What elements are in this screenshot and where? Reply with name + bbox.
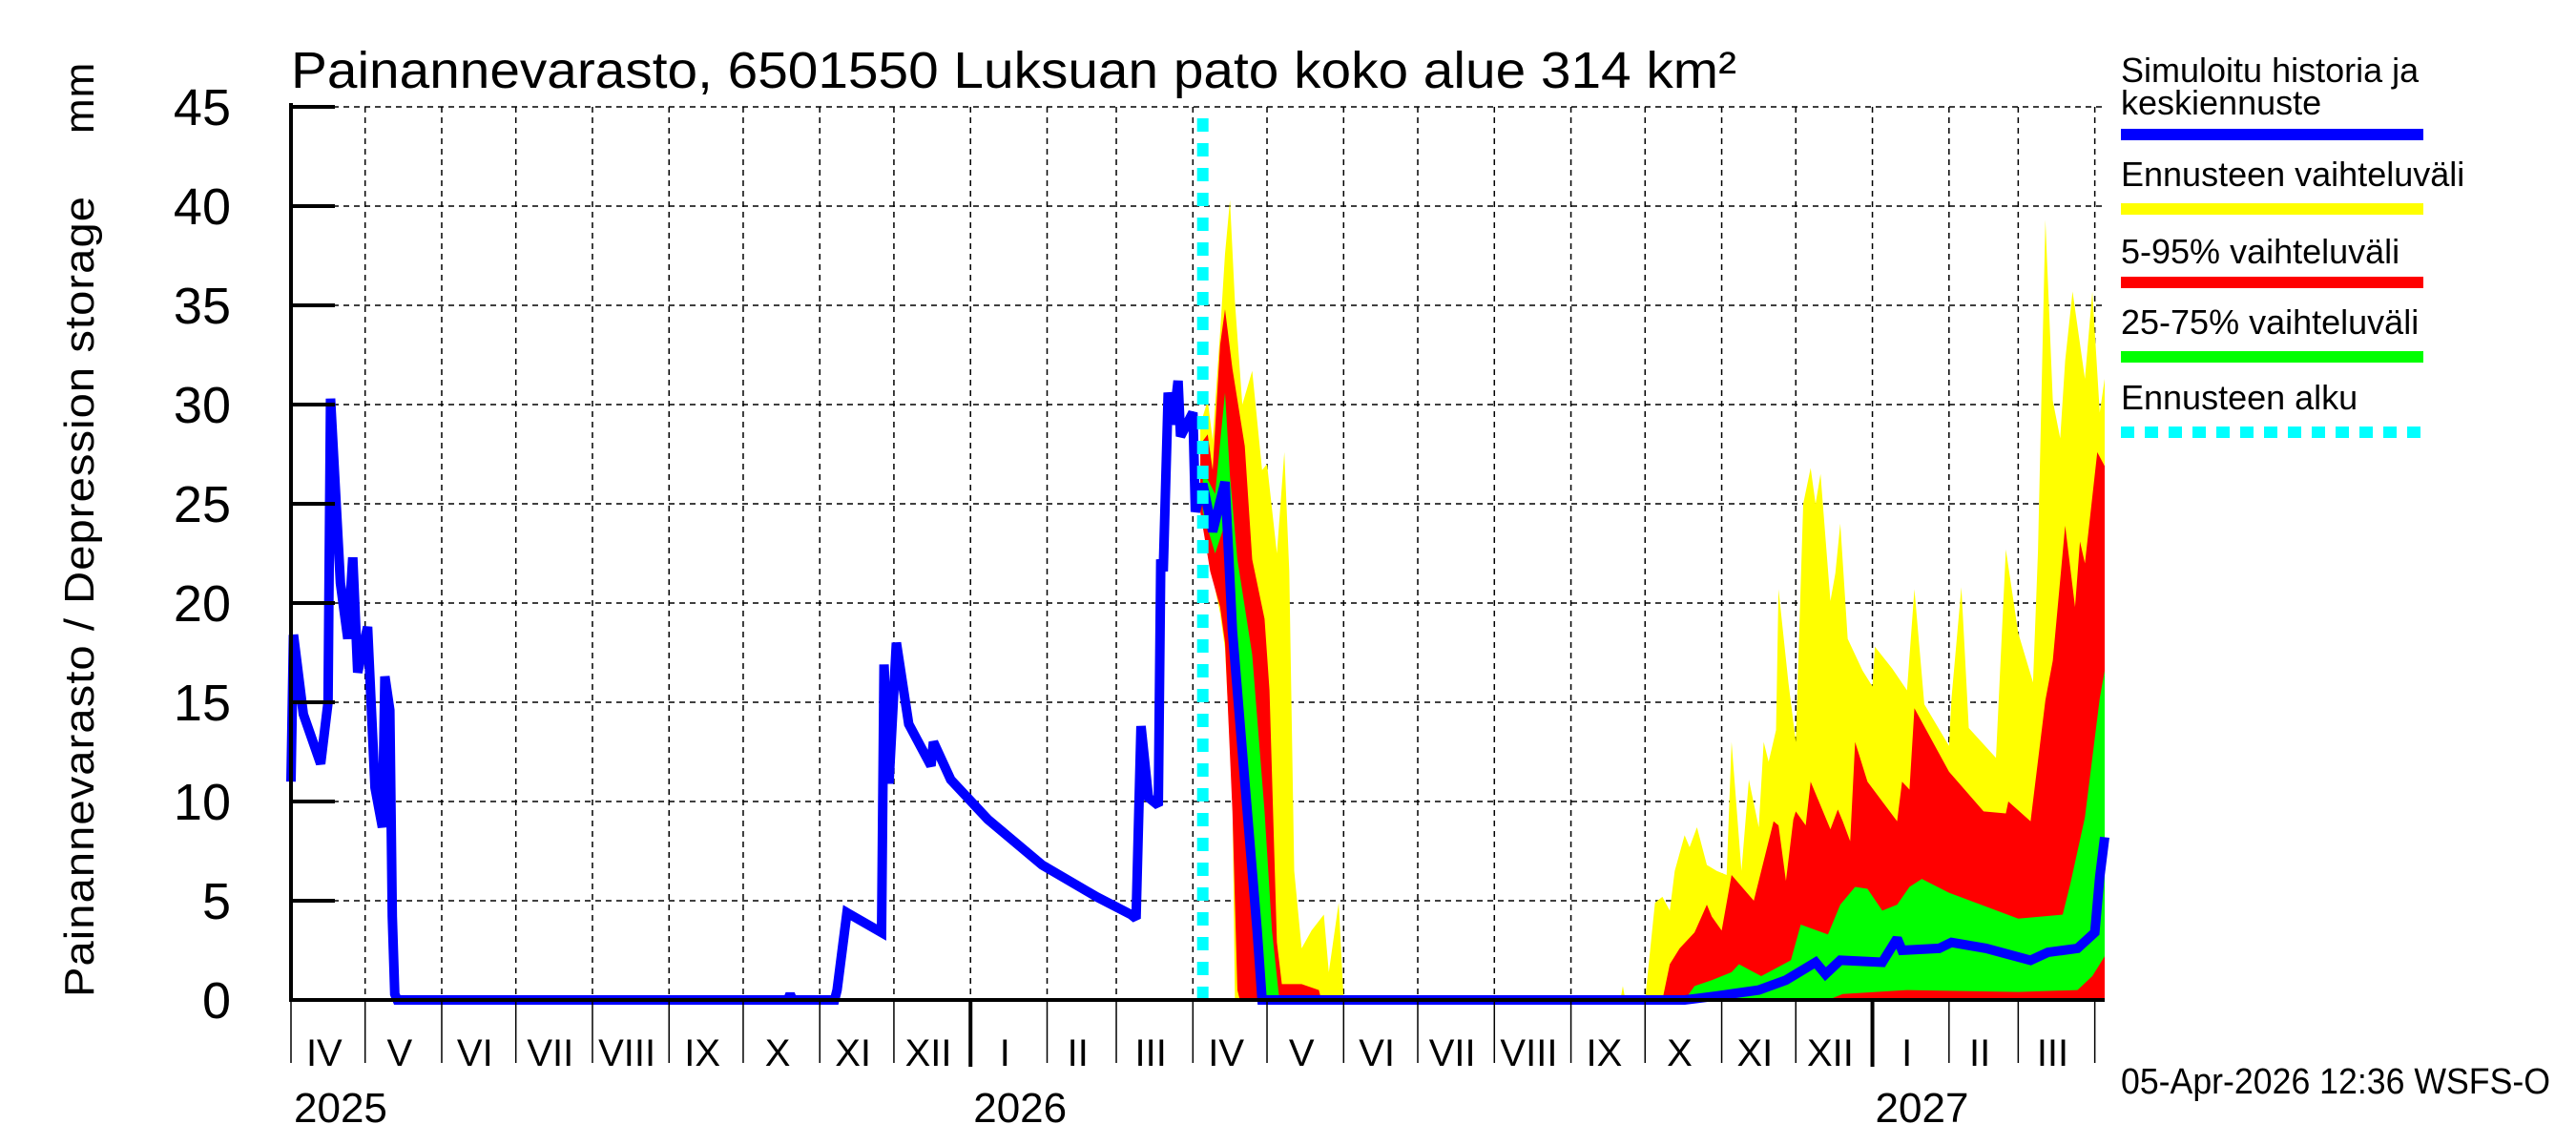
month-label: XII [905,1032,952,1074]
month-label: VI [1359,1032,1395,1074]
month-label: VIII [598,1032,655,1074]
y-tick-label: 15 [174,675,231,732]
month-label: IV [1208,1032,1244,1074]
month-label: IX [684,1032,720,1074]
legend-label: Ennusteen vaihteluväli [2121,155,2464,194]
month-label: V [386,1032,412,1074]
month-label: X [1667,1032,1693,1074]
year-label: 2027 [1876,1085,1969,1132]
y-tick-label: 0 [202,972,231,1030]
y-axis-title: Painannevarasto / Depression storage [56,196,103,997]
y-tick-label: 35 [174,278,231,335]
band-00ff00 [1684,670,2105,1000]
month-label: III [2037,1032,2068,1074]
y-tick-label: 25 [174,476,231,533]
band-ffff00 [1620,219,2105,1000]
y-tick-label: 10 [174,774,231,831]
y-tick-label: 40 [174,178,231,236]
band-ff0000 [1662,451,2105,1000]
y-axis-unit: mm [56,62,103,134]
y-tick-label: 20 [174,575,231,633]
month-label: IV [306,1032,343,1074]
forecast-bands [1200,199,2105,1000]
month-label: V [1289,1032,1315,1074]
chart-title: Painannevarasto, 6501550 Luksuan pato ko… [291,42,1736,99]
series-line [286,380,2109,1005]
month-label: VIII [1500,1032,1557,1074]
month-label: I [1901,1032,1912,1074]
month-label: XII [1807,1032,1854,1074]
year-label: 2026 [973,1085,1067,1132]
band-ff0000 [1200,309,1321,1000]
legend-label: Simuloitu historia ja [2121,51,2420,90]
month-label: VII [527,1032,573,1074]
month-label: I [1000,1032,1010,1074]
legend-label: keskiennuste [2121,83,2321,122]
timestamp-footer: 05-Apr-2026 12:36 WSFS-O [2121,1062,2550,1102]
month-label: II [1969,1032,1990,1074]
month-label: X [765,1032,791,1074]
month-label: III [1135,1032,1167,1074]
legend-label: Ennusteen alku [2121,378,2358,417]
month-label: IX [1587,1032,1623,1074]
series-lines [286,118,2109,1005]
y-tick-label: 5 [202,873,231,930]
year-label: 2025 [294,1085,387,1132]
month-label: VI [457,1032,493,1074]
month-label: VII [1429,1032,1476,1074]
y-tick-label: 30 [174,377,231,434]
month-label: XI [1737,1032,1774,1074]
legend-label: 5-95% vaihteluväli [2121,232,2399,271]
legend-label: 25-75% vaihteluväli [2121,302,2419,342]
month-label: II [1068,1032,1089,1074]
month-label: XI [835,1032,871,1074]
y-tick-label: 45 [174,79,231,136]
